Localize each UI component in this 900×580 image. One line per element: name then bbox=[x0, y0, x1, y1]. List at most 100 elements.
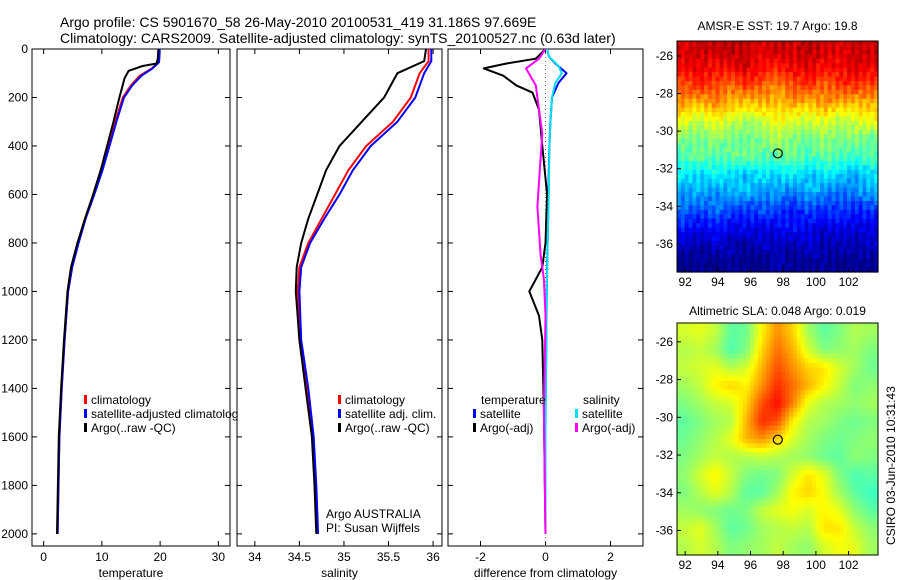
sst-heatmap-cell bbox=[808, 134, 813, 140]
sst-heatmap-cell bbox=[839, 103, 844, 109]
sla-heatmap-cell bbox=[750, 345, 755, 351]
sst-heatmap-cell bbox=[831, 67, 837, 73]
sst-heatmap-cell bbox=[870, 98, 875, 104]
sst-heatmap-cell bbox=[688, 49, 694, 55]
sst-heatmap-cell bbox=[804, 165, 810, 171]
sla-heatmap-cell bbox=[677, 412, 682, 418]
sla-heatmap-cell bbox=[715, 416, 721, 422]
sla-heatmap-cell bbox=[680, 403, 686, 409]
sla-heatmap-cell bbox=[765, 354, 771, 360]
sla-heatmap-cell bbox=[731, 465, 736, 471]
sla-heatmap-cell bbox=[843, 349, 848, 355]
sst-heatmap-cell bbox=[781, 112, 786, 118]
sla-heatmap-cell bbox=[723, 407, 728, 413]
sst-heatmap-cell bbox=[680, 147, 686, 153]
sst-heatmap-cell bbox=[734, 227, 740, 233]
sst-heatmap-cell bbox=[800, 116, 806, 122]
sla-heatmap-cell bbox=[746, 439, 752, 445]
sst-heatmap-cell bbox=[816, 192, 821, 198]
sla-heatmap-cell bbox=[750, 354, 755, 360]
sst-heatmap-cell bbox=[727, 138, 732, 144]
sla-heatmap-cell bbox=[696, 425, 701, 431]
sst-heatmap-cell bbox=[754, 196, 759, 202]
sst-heatmap-cell bbox=[835, 76, 840, 82]
sla-heatmap-cell bbox=[862, 461, 868, 467]
sla-heatmap-cell bbox=[870, 358, 875, 364]
sla-heatmap-cell bbox=[866, 336, 871, 342]
sla-heatmap-cell bbox=[835, 461, 840, 467]
sst-heatmap-cell bbox=[677, 187, 682, 193]
sst-heatmap-cell bbox=[866, 205, 871, 211]
sst-heatmap-cell bbox=[804, 116, 810, 122]
sla-heatmap-cell bbox=[827, 407, 833, 413]
sla-heatmap-cell bbox=[684, 412, 690, 418]
sst-heatmap-cell bbox=[727, 85, 732, 91]
sla-heatmap-cell bbox=[742, 345, 748, 351]
sst-heatmap-cell bbox=[715, 138, 721, 144]
sla-heatmap-cell bbox=[731, 474, 736, 480]
sla-heatmap-cell bbox=[781, 323, 786, 329]
sst-heatmap-cell bbox=[762, 169, 767, 175]
sla-heatmap-cell bbox=[727, 497, 732, 503]
sst-heatmap-cell bbox=[866, 165, 871, 171]
sla-heatmap-cell bbox=[762, 389, 767, 395]
sst-heatmap-cell bbox=[847, 156, 852, 162]
sst-heatmap-cell bbox=[758, 72, 763, 78]
sst-heatmap-cell bbox=[769, 129, 775, 135]
sla-heatmap-cell bbox=[731, 452, 736, 458]
sst-heatmap-cell bbox=[758, 41, 763, 47]
sst-heatmap-cell bbox=[781, 120, 786, 126]
sst-heatmap-cell bbox=[789, 54, 794, 60]
sst-heatmap-cell bbox=[738, 129, 744, 135]
sst-heatmap-cell bbox=[800, 125, 806, 131]
sst-heatmap-cell bbox=[773, 80, 779, 87]
sst-heatmap-cell bbox=[707, 165, 713, 171]
sst-heatmap-cell bbox=[781, 76, 786, 82]
sst-heatmap-cell bbox=[823, 63, 829, 69]
sst-heatmap-cell bbox=[831, 249, 837, 255]
salinity-xtick-label: 35 bbox=[337, 550, 351, 564]
sst-heatmap-cell bbox=[835, 58, 840, 64]
sla-heatmap-cell bbox=[727, 323, 732, 329]
sst-heatmap-cell bbox=[816, 232, 821, 238]
sla-heatmap-cell bbox=[789, 452, 794, 458]
sst-heatmap-cell bbox=[758, 67, 763, 73]
sla-heatmap-cell bbox=[800, 470, 806, 476]
sla-heatmap-cell bbox=[758, 483, 763, 489]
sla-heatmap-cell bbox=[750, 439, 755, 445]
sst-heatmap-cell bbox=[831, 232, 837, 238]
sla-heatmap-cell bbox=[723, 421, 728, 427]
sla-heatmap-cell bbox=[870, 381, 875, 387]
sst-heatmap-cell bbox=[792, 192, 798, 198]
sla-heatmap-cell bbox=[816, 323, 821, 329]
sla-heatmap-cell bbox=[854, 483, 860, 489]
temperature-xtick-label: 0 bbox=[40, 550, 47, 564]
sla-heatmap-cell bbox=[812, 470, 817, 476]
sst-heatmap-cell bbox=[866, 267, 871, 273]
sst-heatmap-cell bbox=[843, 254, 848, 260]
sst-heatmap-cell bbox=[792, 178, 798, 184]
sla-heatmap-cell bbox=[711, 367, 717, 373]
sla-heatmap-cell bbox=[746, 372, 752, 378]
sst-heatmap-cell bbox=[785, 227, 790, 233]
sst-heatmap-cell bbox=[843, 112, 848, 118]
sst-heatmap-cell bbox=[827, 263, 833, 269]
sst-heatmap-cell bbox=[874, 174, 879, 180]
sla-heatmap-cell bbox=[700, 492, 705, 498]
sst-heatmap-cell bbox=[804, 254, 810, 260]
sla-heatmap-cell bbox=[715, 497, 721, 503]
sla-heatmap-cell bbox=[746, 407, 752, 413]
sla-heatmap-cell bbox=[742, 336, 748, 342]
sla-heatmap-cell bbox=[831, 456, 837, 462]
sla-heatmap-cell bbox=[816, 479, 821, 485]
sla-heatmap-cell bbox=[738, 479, 744, 485]
sla-heatmap-cell bbox=[719, 497, 724, 503]
sla-heatmap-cell bbox=[750, 430, 755, 436]
sst-heatmap-cell bbox=[700, 147, 705, 153]
sst-heatmap-cell bbox=[843, 165, 848, 171]
sla-heatmap-cell bbox=[862, 363, 868, 369]
sla-heatmap-cell bbox=[870, 430, 875, 436]
sla-heatmap-cell bbox=[765, 349, 771, 355]
sla-heatmap-cell bbox=[680, 501, 686, 507]
sla-heatmap-cell bbox=[847, 349, 852, 355]
